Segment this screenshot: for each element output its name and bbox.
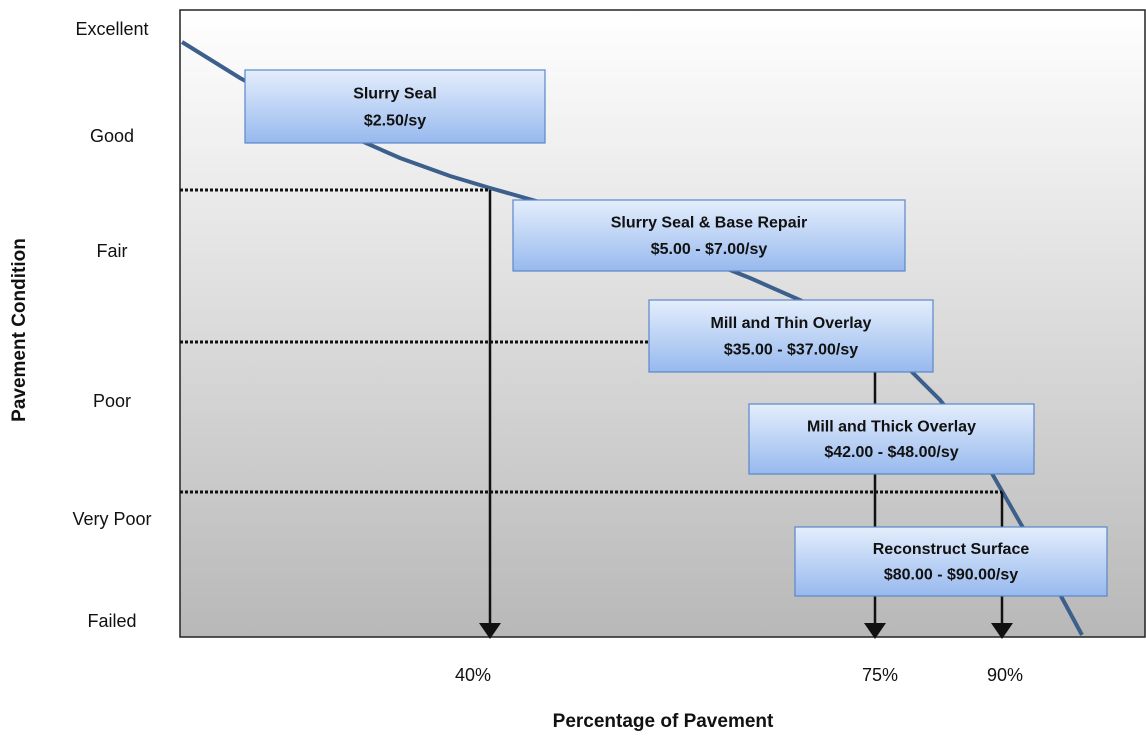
y-label: Poor xyxy=(93,391,131,411)
y-labels: Excellent Good Fair Poor Very Poor Failed xyxy=(72,19,151,631)
treatment-boxes: Slurry Seal $2.50/sy Slurry Seal & Base Re… xyxy=(244,69,1108,597)
condition-curve xyxy=(180,40,1084,636)
x-label: 75% xyxy=(862,665,898,685)
box xyxy=(748,403,1035,475)
arrow-heads xyxy=(479,623,1013,639)
y-label: Fair xyxy=(97,241,128,261)
box-cost: $5.00 - $7.00/sy xyxy=(651,241,768,258)
box xyxy=(512,199,906,272)
box-cost: $2.50/sy xyxy=(364,112,426,129)
y-label: Excellent xyxy=(75,19,148,39)
y-title: Pavement Condition xyxy=(9,238,30,422)
box-title: Mill and Thin Overlay xyxy=(711,315,872,332)
box-title: Slurry Seal & Base Repair xyxy=(611,215,808,232)
y-label: Failed xyxy=(87,611,136,631)
dotted-lines xyxy=(180,188,1002,494)
box xyxy=(244,69,546,144)
y-label: Very Poor xyxy=(72,509,151,529)
x-label: 90% xyxy=(987,665,1023,685)
x-label: 40% xyxy=(455,665,491,685)
box-cost: $35.00 - $37.00/sy xyxy=(724,342,858,359)
box-title: Reconstruct Surface xyxy=(873,541,1030,558)
box xyxy=(648,299,934,373)
box-title: Slurry Seal xyxy=(353,85,437,102)
y-label: Good xyxy=(90,126,134,146)
x-title: Percentage of Pavement xyxy=(553,711,774,732)
box-title: Mill and Thick Overlay xyxy=(807,418,976,435)
box-cost: $42.00 - $48.00/sy xyxy=(824,444,958,461)
x-labels: 40% 75% 90% xyxy=(455,665,1023,685)
box xyxy=(794,526,1108,597)
box-cost: $80.00 - $90.00/sy xyxy=(884,567,1018,584)
